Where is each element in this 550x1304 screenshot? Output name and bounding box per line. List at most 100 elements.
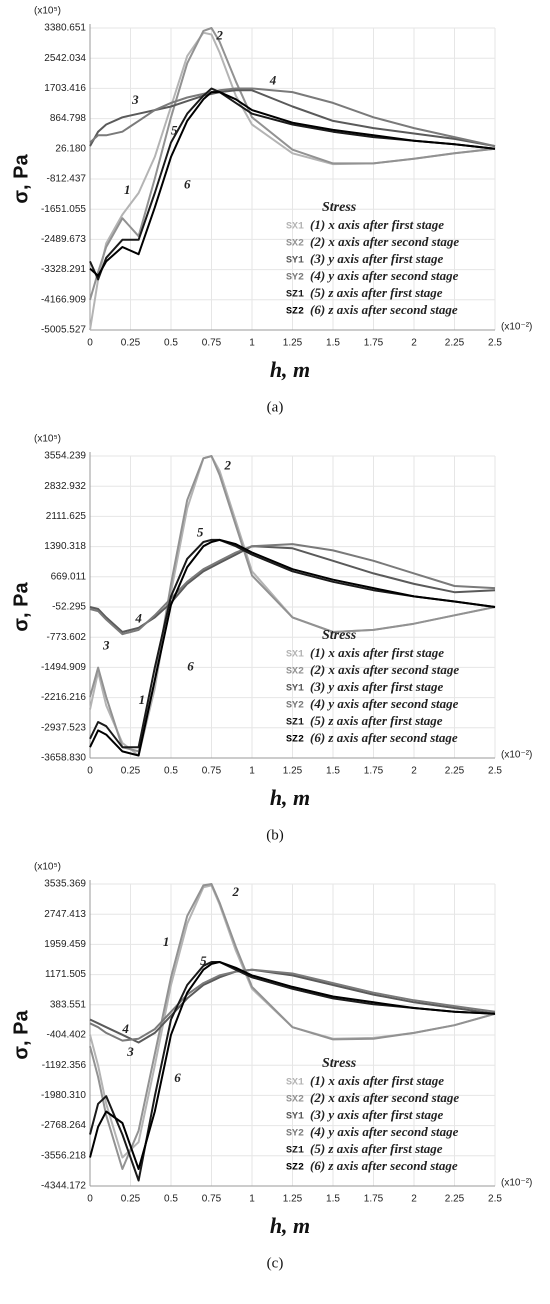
series-line [89,538,496,749]
x-tick-label: 1.5 [326,338,340,349]
curve-label: 1 [139,692,146,707]
y-tick-label: 1959.459 [44,939,86,950]
legend-label: (3) y axis after first stage [310,679,443,694]
x-tick-label: 2 [411,1194,417,1205]
x-tick-label: 2 [411,766,417,777]
curve-label: 3 [102,638,110,653]
series-line [89,89,496,148]
caption: (a) [267,399,284,415]
legend-label: (2) x axis after second stage [310,234,459,249]
series-line [89,87,496,281]
caption: (c) [267,1255,284,1271]
y-tick-label: -1651.055 [41,204,86,215]
curve-label: 3 [126,1044,134,1059]
legend-label: (6) z axis after second stage [310,302,458,317]
legend-key: SZ1 [286,290,304,301]
curve-label: 3 [131,92,139,107]
legend-label: (1) x axis after first stage [310,645,444,660]
curve-label: 5 [200,953,207,968]
x-tick-label: 2.25 [445,1194,465,1205]
x-tick-label: 1.75 [364,1194,384,1205]
legend-label: (5) z axis after first stage [310,713,443,728]
x-tick-label: 2.5 [488,338,502,349]
legend-key: SZ2 [286,307,304,318]
x-tick-label: 1 [249,338,255,349]
y-tick-label: -3658.830 [41,753,86,764]
x-tick-label: 1 [249,1194,255,1205]
legend-key: SY2 [286,1129,304,1140]
x-tick-label: 2.5 [488,766,502,777]
legend-label: (5) z axis after first stage [310,285,443,300]
y-tick-label: -2937.523 [41,722,86,733]
x-axis-title: h, m [270,785,310,810]
y-tick-label: 2832.932 [44,481,86,492]
legend-label: (4) y axis after second stage [310,268,459,283]
legend-key: SX2 [286,1095,304,1106]
curve-label: 4 [269,72,277,87]
legend-key: SX1 [286,222,304,233]
y-tick-label: 383.551 [50,999,87,1010]
x-tick-label: 1.75 [364,338,384,349]
series-line [89,883,496,1170]
chart-panel: 3554.239 2832.932 2111.625 1390.318 669.011 -… [10,434,532,844]
y-tick-label: 26.180 [55,143,86,154]
y-tick-label: -4344.172 [41,1181,86,1192]
curve-label: 1 [163,934,170,949]
y-tick-label: -1192.356 [42,1060,87,1071]
series-line [89,961,496,1170]
y-tick-label: 1703.416 [44,83,86,94]
legend-key: SY1 [286,684,304,695]
curve-label: 1 [124,182,131,197]
caption: (b) [266,827,284,843]
legend-key: SZ2 [286,735,304,746]
y-tick-label: 2542.034 [44,53,86,64]
x-scale-label: (x10⁻²) [501,750,532,761]
legend-title: Stress [322,1056,357,1071]
y-scale-label: (x10⁵) [34,862,61,873]
curve-label: 4 [134,610,142,625]
legend-label: (2) x axis after second stage [310,1090,459,1105]
y-tick-label: -773.602 [47,632,87,643]
y-tick-label: 864.798 [50,113,87,124]
x-tick-label: 1.5 [326,766,340,777]
curve-label: 5 [171,123,178,138]
x-axis-title: h, m [270,357,310,382]
x-tick-label: 0.75 [202,1194,222,1205]
legend-label: (4) y axis after second stage [310,696,459,711]
x-tick-label: 0.5 [164,766,178,777]
x-tick-label: 0.75 [202,338,222,349]
legend-key: SZ1 [286,1146,304,1157]
legend-label: (6) z axis after second stage [310,730,458,745]
x-tick-label: 1.25 [283,338,303,349]
x-tick-label: 0.25 [121,338,141,349]
y-tick-label: 669.011 [51,571,87,582]
curve-label: 6 [184,177,191,192]
x-tick-label: 0.75 [202,766,222,777]
curve-label: 2 [232,884,240,899]
legend-label: (3) y axis after first stage [310,1107,443,1122]
x-tick-label: 0 [87,766,93,777]
legend-key: SX1 [286,1078,304,1089]
x-tick-label: 0.25 [121,766,141,777]
legend-title: Stress [322,200,357,215]
chart-panel: 3535.369 2747.413 1959.459 1171.505 383.551 -… [10,862,532,1272]
legend-label: (4) y axis after second stage [310,1124,459,1139]
curve-label: 2 [223,458,231,473]
chart-panel: 3380.651 2542.034 1703.416 864.798 26.180 -81… [10,6,532,416]
legend-key: SY2 [286,273,304,284]
legend-label: (2) x axis after second stage [310,662,459,677]
y-tick-label: 1171.505 [45,969,86,980]
series-line [89,968,496,1042]
curve-label: 5 [197,525,204,540]
legend-key: SZ1 [286,718,304,729]
x-tick-label: 1.75 [364,766,384,777]
legend-label: (3) y axis after first stage [310,251,443,266]
y-tick-label: -52.295 [52,602,86,613]
y-tick-label: 3535.369 [44,879,86,890]
legend-key: SX2 [286,667,304,678]
y-tick-label: 3380.651 [44,23,86,34]
legend-key: SY1 [286,1112,304,1123]
legend-key: SY1 [286,256,304,267]
